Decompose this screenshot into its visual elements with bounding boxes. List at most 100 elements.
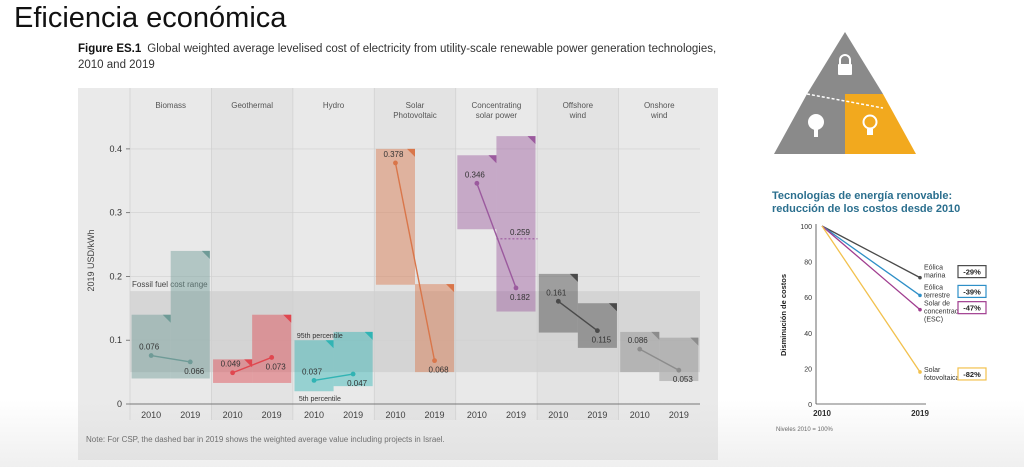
lightbulb-icon — [862, 114, 878, 135]
p95-label: 95th percentile — [297, 333, 343, 340]
weighted-average-point — [555, 298, 561, 304]
fossil-fuel-band — [130, 291, 700, 373]
y-tick-label: 0 — [117, 399, 122, 409]
side-footnote: Niveles 2010 = 100% — [776, 427, 834, 433]
series-end-point — [918, 370, 922, 374]
sustainability-triangle-graphic — [774, 32, 916, 154]
side-y-tick-label: 60 — [804, 295, 812, 302]
value-label: 0.053 — [673, 375, 694, 384]
side-y-tick-label: 40 — [804, 331, 812, 338]
tree-icon — [808, 114, 824, 137]
y-tick-label: 0.2 — [109, 271, 122, 281]
y-tick-label: 0.3 — [109, 208, 122, 218]
value-label: 0.049 — [221, 360, 242, 369]
series-label: Solar — [924, 367, 941, 374]
triangle-divider — [806, 93, 884, 109]
range-corner-marker — [488, 155, 497, 164]
change-badge-label: -82% — [963, 370, 981, 379]
year-label: 2010 — [304, 410, 324, 420]
tech-label: wind — [569, 111, 586, 120]
change-connector-line — [476, 183, 517, 289]
change-connector-line — [313, 373, 354, 382]
series-line — [821, 225, 921, 373]
change-badge — [957, 284, 987, 299]
tech-label: Geothermal — [231, 101, 273, 110]
triangle-top-segment — [807, 32, 883, 94]
weighted-average-point — [595, 328, 600, 334]
value-label: 0.086 — [628, 336, 649, 345]
weighted-average-point — [432, 358, 437, 364]
percentile-range-bar — [496, 136, 536, 312]
tech-label: Solar — [406, 101, 425, 110]
tech-label: wind — [650, 111, 667, 120]
value-label: 0.068 — [429, 366, 450, 375]
series-label: Solar de — [924, 301, 950, 308]
percentile-range-bar — [170, 250, 210, 379]
change-connector-line — [232, 356, 272, 374]
side-y-tick-label: 80 — [804, 260, 812, 267]
series-label: fotovoltaica — [924, 375, 960, 382]
weighted-average-point — [350, 371, 356, 377]
series-label: Eólica — [924, 265, 943, 272]
fossil-fuel-label: Fossil fuel cost range — [132, 280, 208, 289]
value-label: 0.115 — [592, 336, 612, 345]
year-label: 2010 — [630, 410, 650, 420]
series-end-point — [918, 307, 922, 312]
side-y-axis-label: Disminución de costos — [779, 274, 788, 356]
change-badge — [957, 301, 987, 315]
series-line — [821, 225, 921, 296]
year-label: 2010 — [548, 410, 568, 420]
change-connector-line — [557, 300, 598, 332]
change-badge — [957, 265, 987, 279]
dashed-value-label: 0.259 — [510, 228, 531, 237]
weighted-average-point — [513, 285, 519, 291]
year-label: 2019 — [506, 410, 526, 420]
value-label: 0.378 — [383, 150, 404, 159]
triangle-right-segment — [845, 94, 916, 154]
range-corner-marker — [446, 284, 455, 293]
percentile-range-bar — [577, 303, 617, 348]
percentile-range-bar — [294, 340, 334, 392]
weighted-average-point — [311, 378, 317, 383]
value-label: 0.161 — [546, 288, 567, 297]
p5-label: 5th percentile — [299, 396, 341, 403]
range-corner-marker — [201, 250, 210, 259]
weighted-average-point — [474, 180, 480, 186]
y-axis-label: 2019 USD/kWh — [86, 229, 96, 291]
percentile-range-bar — [333, 331, 373, 387]
year-label: 2019 — [587, 410, 607, 420]
range-corner-marker — [527, 136, 536, 145]
year-label: 2010 — [467, 410, 487, 420]
cost-reduction-chart: 0 20 40 60 80 100 2010 2019 Disminución de costo… — [776, 224, 987, 433]
year-label: 2019 — [669, 410, 689, 420]
weighted-average-point — [393, 160, 398, 166]
year-label: 2019 — [262, 410, 282, 420]
side-x-tick-label: 2010 — [813, 409, 831, 418]
range-corner-marker — [407, 148, 415, 157]
range-corner-marker — [569, 273, 578, 282]
weighted-average-point — [676, 367, 682, 373]
tech-label: Photovoltaic — [393, 111, 437, 120]
cost-reduction-title: Tecnologías de energía renovable: reducc… — [772, 190, 961, 215]
tech-label: Offshore — [563, 101, 594, 110]
range-corner-marker — [364, 331, 373, 340]
year-label: 2010 — [385, 410, 405, 420]
value-label: 0.182 — [510, 293, 531, 302]
figure-note: Note: For CSP, the dashed bar in 2019 sh… — [86, 435, 445, 444]
figure-label: Figure ES.1 — [78, 43, 142, 55]
series-line — [821, 225, 921, 311]
year-label: 2010 — [223, 410, 243, 420]
value-label: 0.037 — [302, 367, 323, 376]
lock-icon — [838, 54, 852, 75]
series-label: marina — [924, 273, 946, 280]
range-corner-marker — [283, 314, 292, 323]
change-badge-label: -47% — [963, 304, 981, 313]
range-corner-marker — [651, 331, 660, 340]
range-corner-marker — [608, 303, 617, 312]
series-label: (ESC) — [924, 317, 943, 324]
tech-label: Biomass — [155, 101, 186, 110]
percentile-range-bar — [252, 314, 292, 383]
tech-label: Concentrating — [472, 101, 522, 110]
year-label: 2019 — [425, 410, 445, 420]
